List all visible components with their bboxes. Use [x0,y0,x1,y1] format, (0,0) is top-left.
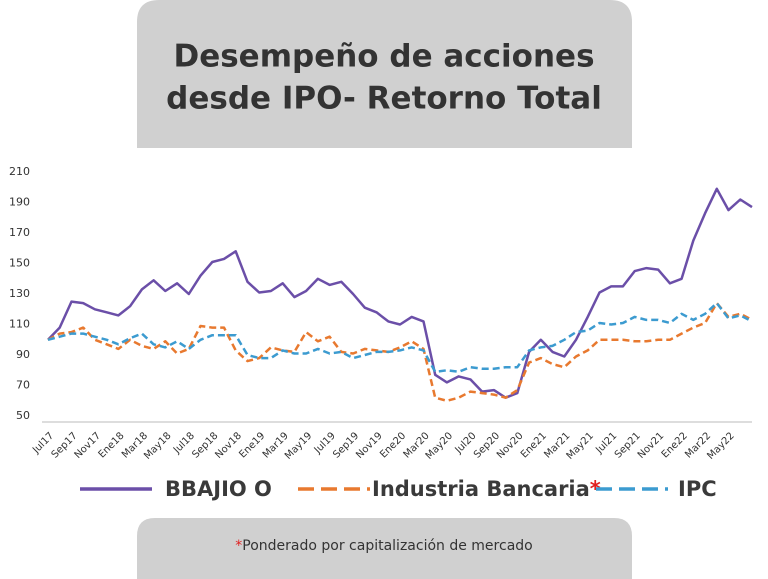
legend-text: BBAJIO O [165,477,272,501]
y-tick-label: 50 [16,409,30,422]
legend-label: IPC [678,477,717,501]
x-tick-label: Nov19 [354,430,385,461]
legend-marker: * [590,477,601,501]
chart-title: desde IPO- Retorno Total [166,81,602,117]
y-tick-label: 190 [9,196,30,209]
y-tick-label: 170 [9,226,30,239]
footnote-box [137,518,632,579]
series-line [47,301,753,403]
footnote-text: Ponderado por capitalización de mercado [242,538,532,554]
y-tick-label: 130 [9,287,30,300]
x-tick-label: Nov17 [73,430,104,461]
y-tick-label: 210 [9,165,30,178]
y-tick-label: 70 [16,379,30,392]
chart-title: Desempeño de acciones [173,39,594,75]
legend-label: BBAJIO O [165,477,272,501]
series-line [47,301,753,374]
legend-text: Industria Bancaria [372,477,590,501]
y-tick-label: 110 [9,318,30,331]
x-tick-label: Nov18 [213,430,244,461]
y-tick-label: 150 [9,257,30,270]
footnote: *Ponderado por capitalización de mercado [235,538,532,554]
title-box [137,0,632,148]
legend-label: Industria Bancaria* [372,477,601,501]
y-tick-label: 90 [16,348,30,361]
x-tick-label: Nov21 [636,430,667,461]
footnote-marker: * [235,538,242,554]
series-line [47,187,753,399]
x-tick-label: Nov20 [495,430,526,461]
legend-text: IPC [678,477,717,501]
